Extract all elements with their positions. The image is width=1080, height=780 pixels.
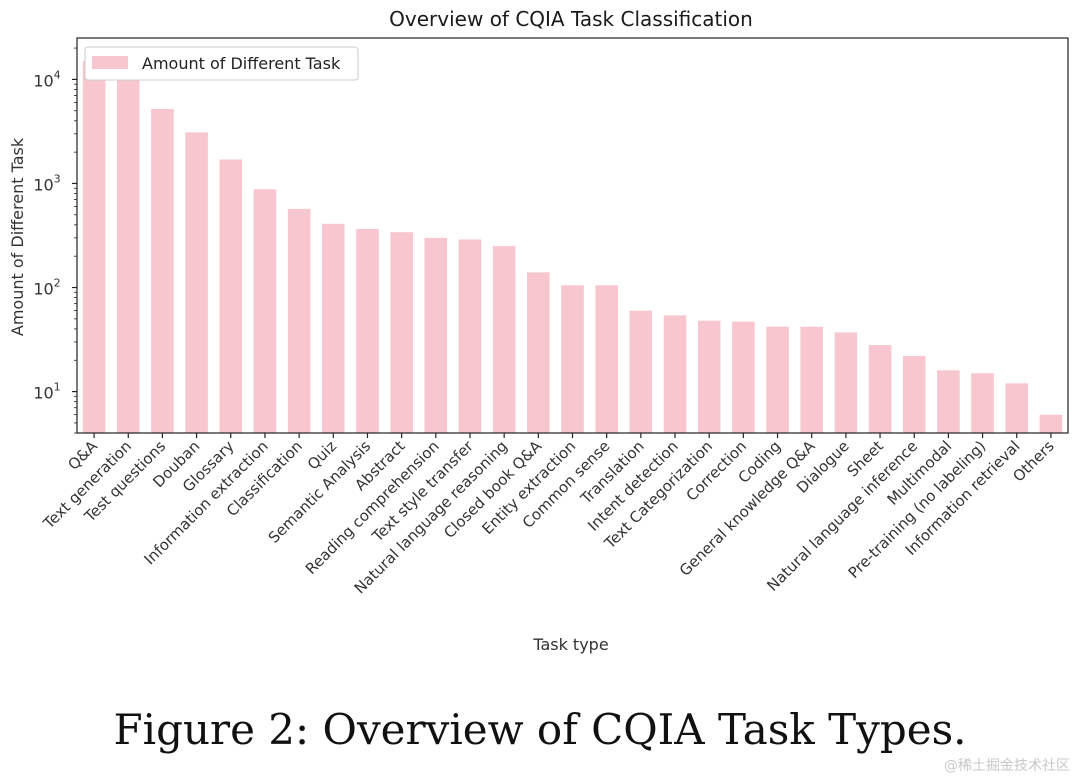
y-tick-label: 101: [33, 381, 60, 403]
y-tick-label: 104: [33, 68, 60, 90]
bar: [1005, 383, 1029, 433]
bar: [116, 62, 140, 433]
bar: [356, 229, 379, 433]
bar: [322, 223, 345, 433]
bar: [424, 237, 448, 433]
x-axis-label: Task type: [532, 635, 608, 654]
bar: [800, 326, 823, 433]
plot-frame: [76, 37, 1069, 434]
bar: [629, 310, 653, 433]
bar: [663, 315, 687, 433]
bar: [697, 320, 721, 433]
bar: [834, 332, 858, 433]
legend-label: Amount of Different Task: [142, 54, 341, 73]
chart-title: Overview of CQIA Task Classification: [389, 7, 753, 31]
bar: [1039, 414, 1063, 433]
bar: [766, 326, 789, 433]
legend: Amount of Different Task: [84, 46, 359, 81]
bar: [492, 246, 516, 433]
bar: [151, 108, 174, 433]
bar: [868, 345, 892, 433]
watermark: @稀土掘金技术社区: [944, 758, 1070, 774]
bar: [82, 61, 106, 433]
bar: [253, 189, 277, 433]
y-tick-label: 102: [33, 277, 60, 299]
y-tick-label: 103: [33, 172, 60, 194]
bar: [732, 321, 755, 433]
bar: [390, 232, 413, 433]
figure-caption: Figure 2: Overview of CQIA Task Types.: [113, 705, 967, 754]
bar: [185, 132, 208, 433]
legend-swatch: [92, 56, 128, 69]
bar: [937, 370, 960, 433]
bar: [971, 373, 994, 433]
bar: [219, 159, 243, 433]
y-axis-label: Amount of Different Task: [8, 137, 27, 336]
chart: Overview of CQIA Task Classification 101…: [8, 7, 1069, 654]
bar: [561, 285, 584, 433]
bar: [527, 272, 550, 433]
bars: [82, 61, 1063, 433]
bar: [287, 208, 311, 433]
y-axis-ticks: 101 102 103 104: [33, 47, 77, 434]
bar: [902, 355, 926, 433]
bar: [595, 285, 618, 433]
bar: [458, 239, 482, 433]
legend-box: [84, 46, 359, 81]
